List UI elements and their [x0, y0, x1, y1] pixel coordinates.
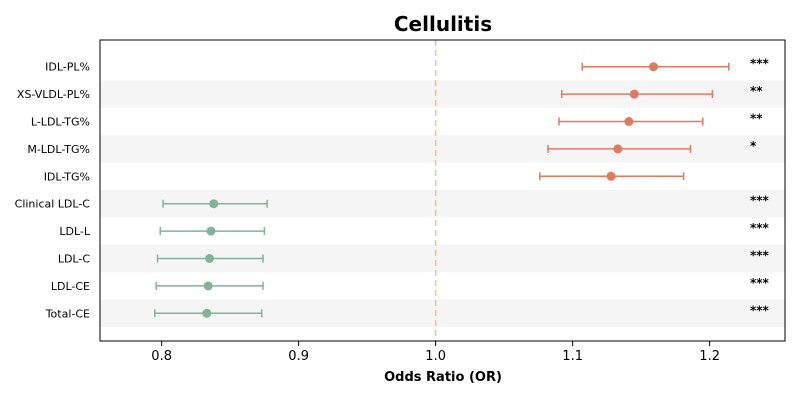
row-label: IDL-PL% [45, 61, 90, 74]
row-label: M-LDL-TG% [27, 143, 90, 156]
or-point [624, 117, 634, 126]
or-point [203, 281, 213, 291]
forest-row: M-LDL-TG% * [27, 139, 757, 156]
or-point [648, 62, 658, 72]
forest-row: XS-VLDL-PL% ** [17, 84, 763, 101]
row-label: IDL-TG% [44, 170, 90, 183]
data-rows: IDL-PL% *** XS-VLDL-PL% ** L-LDL-TG% ** M-LDL-… [15, 57, 770, 321]
x-tick-label: 1.2 [699, 349, 720, 364]
significance-label: ** [750, 84, 763, 98]
row-label: LDL-L [59, 225, 91, 238]
forest-row: Clinical LDL-C *** [15, 194, 770, 211]
row-label: Clinical LDL-C [15, 198, 91, 211]
significance-label: ** [750, 112, 763, 126]
forest-row: L-LDL-TG% ** [31, 112, 763, 129]
row-label: LDL-C [58, 253, 91, 266]
or-point [629, 89, 639, 99]
chart-title: Cellulitis [394, 12, 492, 36]
forest-row: Total-CE *** [45, 303, 770, 320]
forest-row: IDL-TG% [44, 170, 685, 183]
significance-label: *** [750, 194, 770, 208]
row-label: Total-CE [45, 307, 90, 320]
plot-frame [99, 39, 786, 342]
significance-label: *** [750, 276, 770, 290]
significance-label: *** [750, 57, 770, 71]
x-tick-label: 1.0 [425, 349, 446, 364]
x-axis: 0.8 0.9 1.0 1.1 1.2 [151, 341, 720, 364]
or-point [206, 226, 216, 236]
or-point [202, 308, 212, 318]
significance-label: *** [750, 221, 770, 235]
forest-row: LDL-CE *** [51, 276, 770, 293]
row-label: XS-VLDL-PL% [17, 88, 90, 101]
x-tick-label: 1.1 [562, 349, 583, 364]
forest-row: LDL-C *** [58, 249, 770, 266]
significance-label: * [750, 139, 757, 153]
significance-label: *** [750, 249, 770, 263]
forest-row: IDL-PL% *** [45, 57, 769, 74]
row-label: LDL-CE [51, 280, 90, 293]
forest-row: LDL-L *** [59, 221, 769, 238]
x-axis-label: Odds Ratio (OR) [384, 370, 502, 385]
x-tick-label: 0.8 [151, 349, 172, 364]
x-tick-label: 0.9 [288, 349, 309, 364]
or-point [209, 199, 219, 209]
significance-label: *** [750, 303, 770, 317]
or-point [613, 144, 623, 154]
or-point [606, 171, 616, 181]
or-point [205, 254, 215, 263]
row-label: L-LDL-TG% [31, 116, 90, 129]
